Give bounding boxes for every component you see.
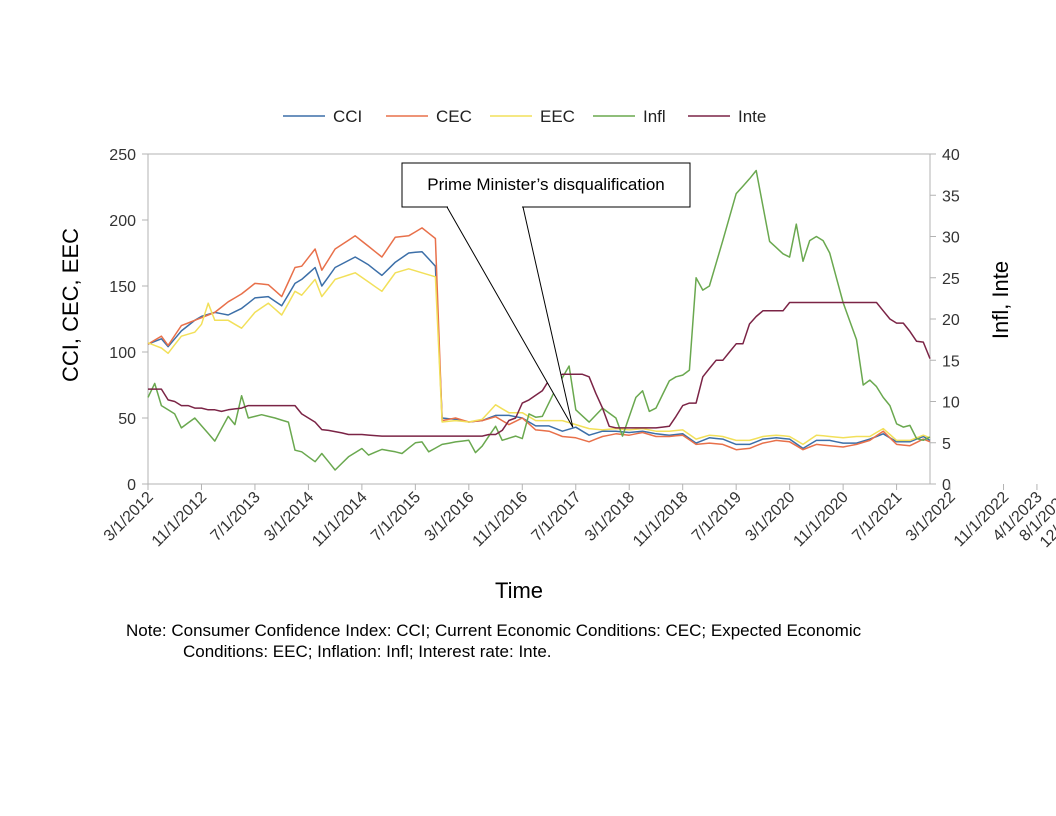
y-left-tick-label: 250 <box>109 147 136 164</box>
x-tick-label: 11/1/2016 <box>470 489 532 551</box>
x-tick-label: 7/1/2017 <box>529 489 585 545</box>
x-axis: 3/1/201211/1/20127/1/20133/1/201411/1/20… <box>101 484 1056 551</box>
x-tick-label: 3/1/2012 <box>101 489 157 545</box>
x-axis-title: Time <box>495 578 543 603</box>
y-right-tick-label: 35 <box>942 188 960 205</box>
series-line-cec <box>147 227 931 451</box>
x-tick-label: 7/1/2019 <box>689 489 745 545</box>
note-line-2: Conditions: EEC; Inflation: Infl; Intere… <box>183 642 552 661</box>
note-line-1: Note: Consumer Confidence Index: CCI; Cu… <box>126 621 862 640</box>
x-tick-label: 3/1/2020 <box>742 489 798 545</box>
y-right-tick-label: 40 <box>942 147 960 164</box>
x-tick-label: 3/1/2022 <box>903 489 959 545</box>
y-right-tick-label: 15 <box>942 353 960 370</box>
x-tick-label: 3/1/2014 <box>261 489 317 545</box>
y-axis-right-title: Infl, Inte <box>988 261 1013 339</box>
legend-label-eec: EEC <box>540 107 575 126</box>
series-line-eec <box>147 268 931 446</box>
y-right-tick-label: 25 <box>942 271 960 288</box>
y-right-tick-label: 20 <box>942 312 960 329</box>
legend-label-cec: CEC <box>436 107 472 126</box>
y-left-tick-label: 200 <box>109 213 136 230</box>
x-tick-label: 11/1/2012 <box>149 489 211 551</box>
y-right-tick-label: 10 <box>942 395 960 412</box>
y-left-tick-label: 50 <box>118 411 136 428</box>
annotation-box <box>401 162 691 208</box>
y-axis-left-title: CCI, CEC, EEC <box>58 228 83 382</box>
left-y-axis: 0 50 100 150 200 250 <box>109 147 148 494</box>
x-tick-label: 7/1/2021 <box>849 489 905 545</box>
series-line-inte <box>148 301 931 437</box>
series-layer <box>147 169 931 471</box>
y-right-tick-label: 5 <box>942 436 951 453</box>
legend-label-cci: CCI <box>333 107 362 126</box>
x-tick-label: 3/1/2016 <box>422 489 478 545</box>
annotation-text: Prime Minister’s disqualification <box>427 175 664 194</box>
annotation-callout: Prime Minister’s disqualification <box>401 162 691 428</box>
x-tick-label: 7/1/2013 <box>208 489 264 545</box>
right-y-axis: 0 5 10 15 20 25 30 35 40 <box>930 147 960 494</box>
y-left-tick-label: 150 <box>109 279 136 296</box>
series-line-infl <box>147 169 931 471</box>
x-tick-label: 11/1/2020 <box>790 489 852 551</box>
x-tick-label: 7/1/2015 <box>368 489 424 545</box>
series-line-cci <box>147 250 931 450</box>
y-left-tick-label: 100 <box>109 345 136 362</box>
legend-label-inte: Inte <box>738 107 766 126</box>
chart-note: Note: Consumer Confidence Index: CCI; Cu… <box>126 620 966 662</box>
x-tick-label: 3/1/2018 <box>582 489 638 545</box>
chart-legend: CCI CEC EEC Infl Inte <box>283 107 766 126</box>
x-tick-label: 11/1/2014 <box>309 489 371 551</box>
y-right-tick-label: 30 <box>942 230 960 247</box>
y-right-tick-label: 0 <box>942 477 951 494</box>
legend-label-infl: Infl <box>643 107 666 126</box>
annotation-pointer <box>446 206 574 428</box>
y-left-tick-label: 0 <box>127 477 136 494</box>
x-tick-label: 11/1/2018 <box>630 489 692 551</box>
